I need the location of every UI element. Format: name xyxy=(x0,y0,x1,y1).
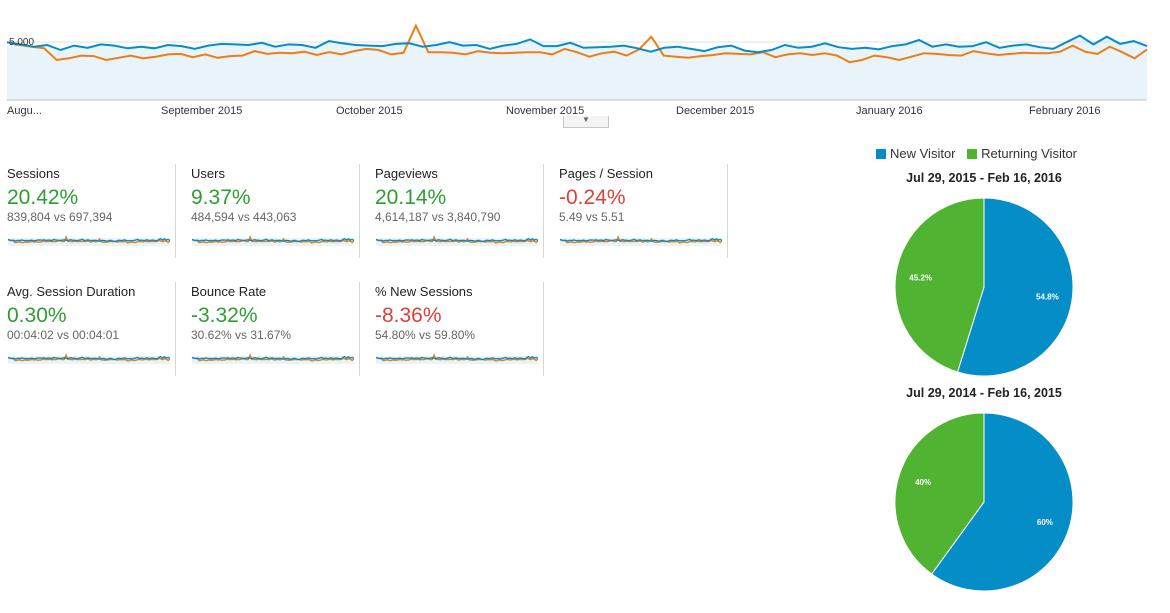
legend-label: Returning Visitor xyxy=(981,146,1078,161)
x-label-november: November 2015 xyxy=(506,105,584,117)
metric-pages-per-session[interactable]: Pages / Session -0.24% 5.49 vs 5.51 xyxy=(552,164,728,258)
metric-sparkline xyxy=(191,353,355,364)
x-label-january: January 2016 xyxy=(856,105,923,117)
legend-item-returning-visitor[interactable]: Returning Visitor xyxy=(967,146,1077,161)
sparkline-current-line xyxy=(375,355,539,361)
metric-change: 20.14% xyxy=(375,186,447,209)
previous-period-line xyxy=(6,23,1148,64)
metric-change: -3.32% xyxy=(191,304,258,327)
pie-title-current: Jul 29, 2015 - Feb 16, 2016 xyxy=(906,171,1062,185)
metric-sparkline xyxy=(7,235,171,246)
pie-legend: New Visitor Returning Visitor xyxy=(876,146,1085,161)
legend-label: New Visitor xyxy=(890,146,956,161)
metric-label: Sessions xyxy=(7,166,60,181)
x-label-september: September 2015 xyxy=(161,105,242,117)
pie-slice-returning-visitor[interactable] xyxy=(894,412,985,575)
metric-sparkline xyxy=(7,353,171,364)
metric-change: -8.36% xyxy=(375,304,442,327)
sparkline-current-line xyxy=(559,237,723,243)
sparkline-previous-line xyxy=(375,235,539,244)
metric-label: % New Sessions xyxy=(375,284,473,299)
pie-slice-new-visitor[interactable] xyxy=(956,197,1074,377)
metric-sparkline xyxy=(559,235,723,246)
current-series-area xyxy=(7,35,1147,100)
sparkline-previous-line xyxy=(191,235,355,244)
metric-comparison: 00:04:02 vs 00:04:01 xyxy=(7,328,120,342)
x-label-october: October 2015 xyxy=(336,105,403,117)
current-period-line xyxy=(6,34,1148,54)
metric-pageviews[interactable]: Pageviews 20.14% 4,614,187 vs 3,840,790 xyxy=(368,164,544,258)
sessions-timeline-chart[interactable]: 5,000 Augu... September 2015 October 201… xyxy=(0,0,1170,120)
metric-label: Pages / Session xyxy=(559,166,653,181)
sparkline-current-line xyxy=(7,237,171,243)
metric-avg-session-duration[interactable]: Avg. Session Duration 0.30% 00:04:02 vs … xyxy=(0,282,176,376)
metric-comparison: 5.49 vs 5.51 xyxy=(559,210,625,224)
metric-change: 20.42% xyxy=(7,186,79,209)
pie-slice-new-visitor[interactable] xyxy=(930,412,1074,592)
metric-label: Avg. Session Duration xyxy=(7,284,136,299)
sparkline-previous-line xyxy=(191,353,355,362)
metric-new-sessions[interactable]: % New Sessions -8.36% 54.80% vs 59.80% xyxy=(368,282,544,376)
pie-chart-current[interactable]: 54.8% 45.2% xyxy=(893,196,1075,378)
x-label-august: Augu... xyxy=(7,105,42,117)
metric-comparison: 839,804 vs 697,394 xyxy=(7,210,113,224)
sparkline-current-line xyxy=(7,355,171,361)
y-tick-label: 5,000 xyxy=(9,37,34,48)
metric-comparison: 30.62% vs 31.67% xyxy=(191,328,292,342)
metric-users[interactable]: Users 9.37% 484,594 vs 443,063 xyxy=(184,164,360,258)
sparkline-previous-line xyxy=(559,235,723,244)
sparkline-previous-line xyxy=(375,353,539,362)
sparkline-previous-line xyxy=(7,353,171,362)
legend-swatch xyxy=(876,149,886,159)
metric-sparkline xyxy=(375,353,539,364)
sparkline-current-line xyxy=(375,237,539,243)
pie-slice-label: 40% xyxy=(915,478,931,487)
metric-change: -0.24% xyxy=(559,186,626,209)
metric-sparkline xyxy=(375,235,539,246)
pie-slice-label: 54.8% xyxy=(1036,293,1059,302)
pie-title-previous: Jul 29, 2014 - Feb 16, 2015 xyxy=(906,386,1062,400)
metric-comparison: 4,614,187 vs 3,840,790 xyxy=(375,210,501,224)
sparkline-previous-line xyxy=(7,235,171,244)
sparkline-current-line xyxy=(191,355,355,361)
metric-change: 0.30% xyxy=(7,304,67,327)
metric-change: 9.37% xyxy=(191,186,251,209)
x-label-december: December 2015 xyxy=(676,105,754,117)
pie-slice-returning-visitor[interactable] xyxy=(894,197,985,373)
metric-label: Pageviews xyxy=(375,166,438,181)
metric-label: Bounce Rate xyxy=(191,284,267,299)
pie-slice-label: 60% xyxy=(1037,518,1053,527)
pie-slice-label: 45.2% xyxy=(909,273,932,282)
metric-comparison: 484,594 vs 443,063 xyxy=(191,210,297,224)
legend-swatch xyxy=(967,149,978,159)
metric-sessions[interactable]: Sessions 20.42% 839,804 vs 697,394 xyxy=(0,164,176,258)
metric-bounce-rate[interactable]: Bounce Rate -3.32% 30.62% vs 31.67% xyxy=(184,282,360,376)
x-label-february: February 2016 xyxy=(1029,105,1101,117)
chart-collapse-handle[interactable]: ▼ xyxy=(563,116,609,128)
pie-chart-previous[interactable]: 60% 40% xyxy=(893,411,1075,593)
metric-sparkline xyxy=(191,235,355,246)
metric-comparison: 54.80% vs 59.80% xyxy=(375,328,476,342)
sparkline-current-line xyxy=(191,237,355,243)
legend-item-new-visitor[interactable]: New Visitor xyxy=(876,146,956,161)
metric-label: Users xyxy=(191,166,225,181)
chevron-down-icon: ▼ xyxy=(582,115,590,124)
